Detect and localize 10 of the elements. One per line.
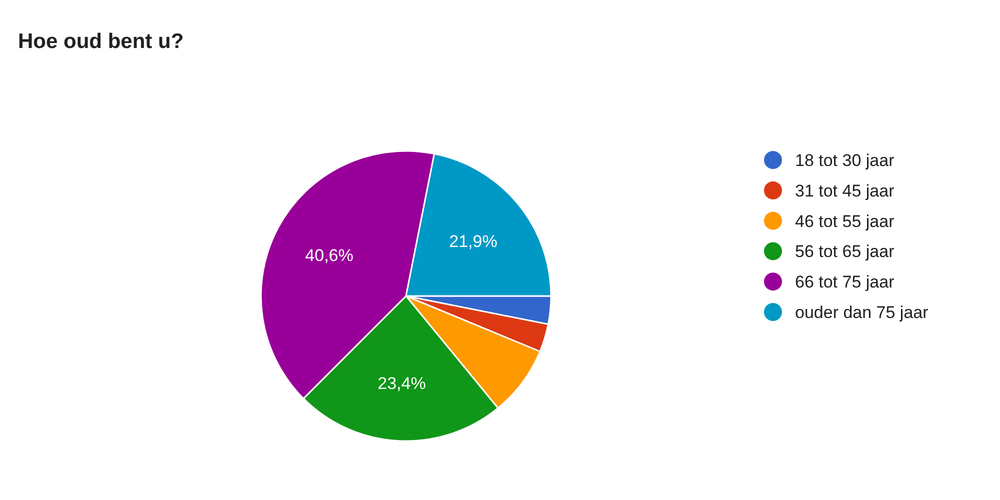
legend-label: 31 tot 45 jaar <box>795 181 895 200</box>
legend-label: 66 tot 75 jaar <box>795 272 895 292</box>
legend-label: 56 tot 65 jaar <box>795 242 895 262</box>
legend-label: ouder dan 75 jaar <box>795 302 929 322</box>
data-label: 23,4% <box>378 374 426 393</box>
data-label: 40,6% <box>305 246 354 265</box>
legend-label: 18 tot 30 jaar <box>795 150 895 170</box>
legend-label: 46 tot 55 jaar <box>795 212 895 231</box>
data-label: 21,9% <box>449 232 498 251</box>
chart-title: Hoe oud bent u? <box>18 30 184 53</box>
